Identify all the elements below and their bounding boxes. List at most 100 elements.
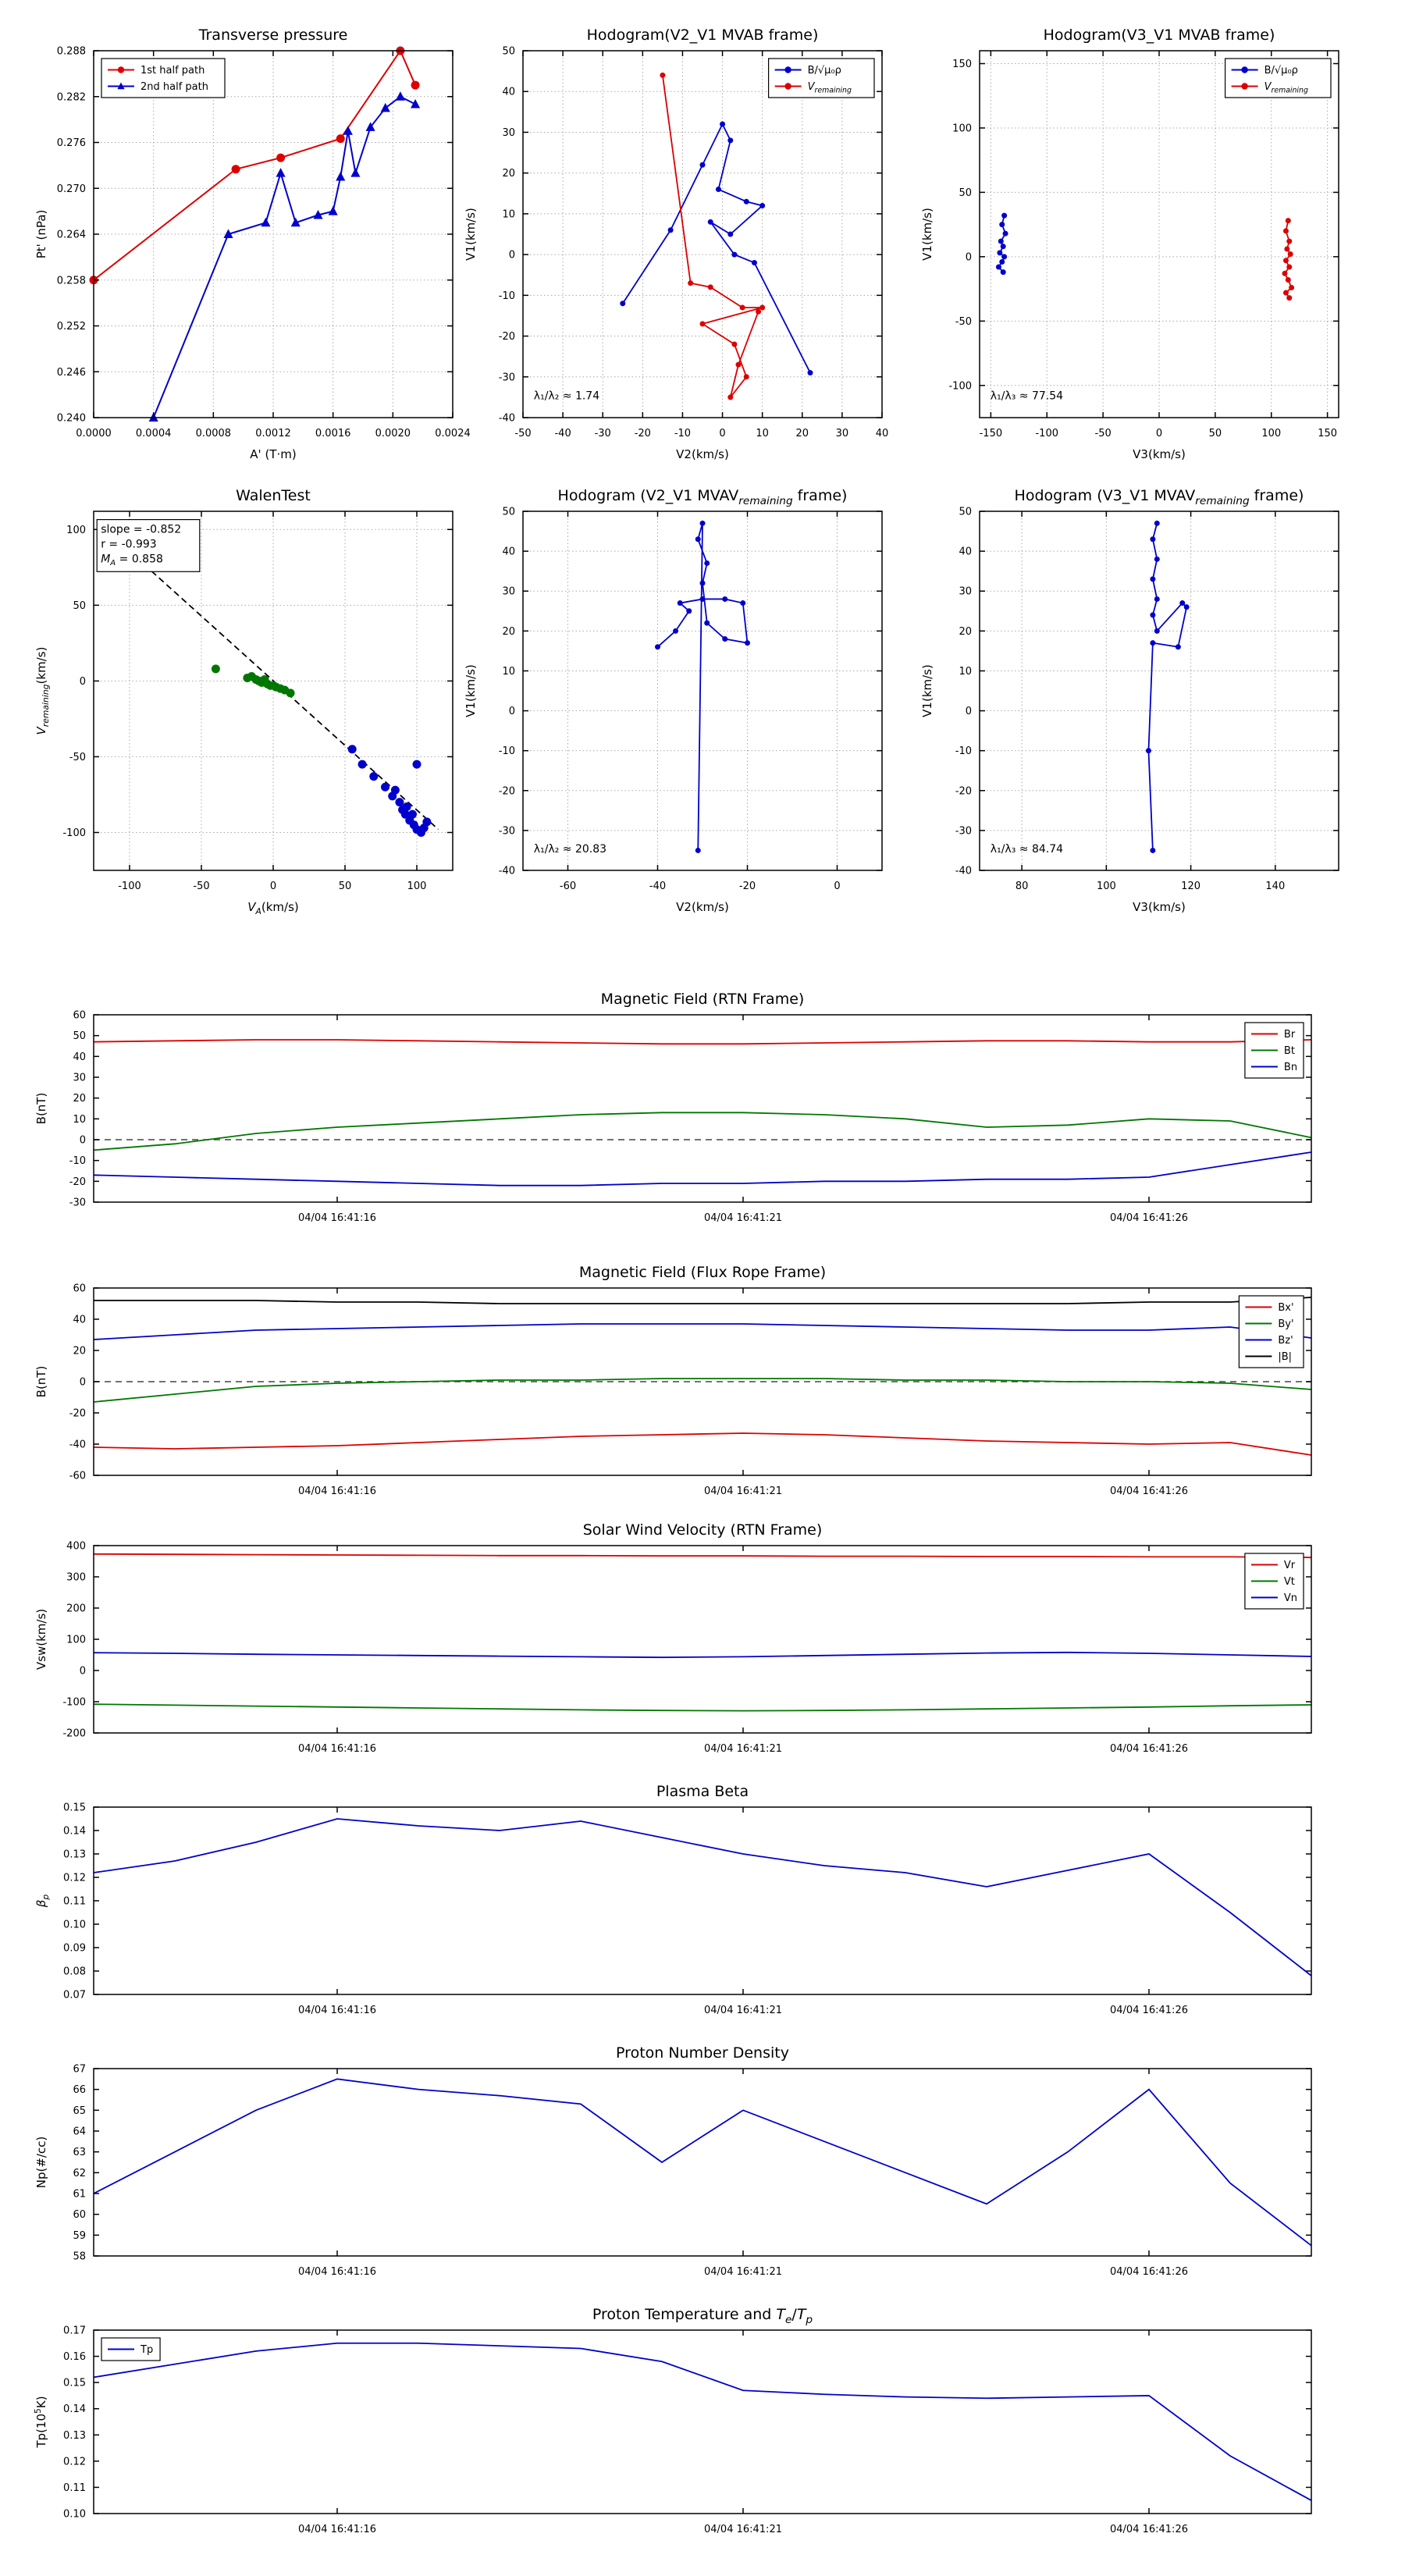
svg-text:62: 62 [73,2168,86,2179]
svg-text:V1(km/s): V1(km/s) [920,208,934,261]
svg-text:0.0012: 0.0012 [255,428,291,439]
svg-text:300: 300 [66,1572,86,1584]
svg-text:40: 40 [502,546,515,558]
svg-text:0.240: 0.240 [57,413,86,425]
svg-text:λ₁/λ₂ ≈ 20.83: λ₁/λ₂ ≈ 20.83 [534,843,606,856]
svg-text:100: 100 [66,525,86,536]
svg-text:0.09: 0.09 [63,1943,86,1955]
svg-text:-100: -100 [948,380,972,392]
svg-text:Hodogram (V3_V1 MVAVremaining: Hodogram (V3_V1 MVAVremaining frame) [1015,487,1304,507]
svg-text:04/04 16:41:26: 04/04 16:41:26 [1110,1743,1188,1755]
svg-text:0.13: 0.13 [63,2430,86,2442]
svg-text:Bx': Bx' [1278,1302,1293,1314]
svg-text:λ₁/λ₃ ≈ 84.74: λ₁/λ₃ ≈ 84.74 [991,843,1063,856]
svg-text:50: 50 [339,881,352,892]
svg-text:04/04 16:41:16: 04/04 16:41:16 [298,1743,376,1755]
svg-text:0.10: 0.10 [63,2509,86,2521]
svg-text:04/04 16:41:26: 04/04 16:41:26 [1110,1485,1188,1497]
svg-text:λ₁/λ₃ ≈ 77.54: λ₁/λ₃ ≈ 77.54 [991,390,1063,403]
svg-text:-20: -20 [69,1408,86,1420]
svg-text:-20: -20 [499,785,515,797]
svg-text:Vremaining(km/s): Vremaining(km/s) [34,647,51,735]
svg-text:-40: -40 [554,428,571,439]
svg-text:Vn: Vn [1284,1592,1297,1604]
chart-transverse-pressure: 0.0000 0.0004 0.0008 0.0012 0.0016 0.0020 0.00… [34,27,471,461]
svg-text:50: 50 [502,507,515,518]
svg-text:50: 50 [959,507,972,518]
svg-text:V1(km/s): V1(km/s) [464,208,478,261]
svg-text:10: 10 [502,208,515,220]
svg-text:100: 100 [952,123,972,134]
svg-text:-40: -40 [499,413,515,425]
svg-text:59: 59 [73,2230,86,2242]
svg-text:04/04 16:41:16: 04/04 16:41:16 [298,2266,376,2278]
svg-text:0.0024: 0.0024 [435,428,471,439]
svg-text:-60: -60 [69,1471,86,1482]
svg-text:Pt' (nPa): Pt' (nPa) [34,210,48,259]
svg-text:20: 20 [796,428,809,439]
svg-text:40: 40 [73,1315,86,1326]
svg-text:-100: -100 [118,881,141,892]
svg-text:0.258: 0.258 [57,275,86,286]
svg-text:0.0000: 0.0000 [76,428,112,439]
svg-text:Vremaining: Vremaining [1264,81,1308,95]
svg-text:Br: Br [1284,1029,1296,1041]
svg-text:0.11: 0.11 [63,2482,86,2494]
svg-text:Vsw(km/s): Vsw(km/s) [34,1609,48,1670]
svg-text:0: 0 [270,881,276,892]
svg-text:-40: -40 [499,866,515,877]
svg-text:-30: -30 [69,1197,86,1209]
svg-text:20: 20 [502,626,515,638]
svg-text:64: 64 [73,2126,86,2138]
svg-text:By': By' [1278,1318,1293,1330]
svg-text:0.16: 0.16 [63,2351,86,2363]
svg-text:βp: βp [34,1895,51,1909]
svg-text:04/04 16:41:26: 04/04 16:41:26 [1110,2266,1188,2278]
svg-text:-20: -20 [955,785,972,797]
chart-hodogram-v2v1-mvab: -50 -40 -30 -20 -10 0 10 20 30 40 -40 -30 -20 -10 0 10 2… [464,27,888,461]
svg-text:0.14: 0.14 [63,1826,86,1838]
svg-text:-150: -150 [980,428,1003,439]
svg-text:-50: -50 [514,428,531,439]
svg-text:V3(km/s): V3(km/s) [1133,447,1186,461]
svg-text:|B|: |B| [1278,1351,1292,1363]
svg-text:Transverse pressure: Transverse pressure [198,27,348,44]
svg-text:Np(#/cc): Np(#/cc) [34,2137,48,2189]
svg-text:0: 0 [80,1377,86,1389]
svg-text:04/04 16:41:21: 04/04 16:41:21 [704,1485,782,1497]
svg-text:V3(km/s): V3(km/s) [1133,900,1186,914]
svg-text:04/04 16:41:16: 04/04 16:41:16 [298,1485,376,1497]
svg-text:200: 200 [66,1603,86,1615]
svg-text:λ₁/λ₂ ≈ 1.74: λ₁/λ₂ ≈ 1.74 [534,390,599,403]
svg-text:-10: -10 [69,1155,86,1167]
svg-text:0.07: 0.07 [63,1990,86,2001]
svg-text:04/04 16:41:21: 04/04 16:41:21 [704,2266,782,2278]
svg-text:0.288: 0.288 [57,46,86,58]
svg-text:40: 40 [73,1051,86,1063]
svg-text:100: 100 [407,881,427,892]
svg-text:r = -0.993: r = -0.993 [101,539,157,551]
svg-text:20: 20 [73,1093,86,1105]
svg-text:120: 120 [1181,881,1200,892]
svg-text:Tp: Tp [140,2344,153,2356]
svg-text:V1(km/s): V1(km/s) [920,664,934,717]
svg-text:MA = 0.858: MA = 0.858 [101,553,163,568]
svg-text:80: 80 [1016,881,1029,892]
svg-text:-10: -10 [499,290,515,302]
svg-text:-30: -30 [499,825,515,837]
svg-text:66: 66 [73,2084,86,2096]
svg-text:30: 30 [502,586,515,598]
svg-text:-40: -40 [955,866,972,877]
svg-text:Plasma Beta: Plasma Beta [656,1783,749,1800]
chart-proton-number-density: 04/04 16:41:16 04/04 16:41:21 04/04 16:41:… [34,2044,1312,2278]
svg-text:Hodogram(V3_V1 MVAB frame): Hodogram(V3_V1 MVAB frame) [1044,27,1275,44]
svg-text:0.15: 0.15 [63,2378,86,2389]
svg-text:0: 0 [80,676,86,688]
svg-text:-10: -10 [955,745,972,757]
svg-text:0: 0 [80,1666,86,1678]
svg-text:-40: -40 [69,1439,86,1451]
svg-text:Proton Number Density: Proton Number Density [616,2044,789,2062]
chart-plasma-beta: 04/04 16:41:16 04/04 16:41:21 04/04 16:41:… [34,1783,1312,2016]
svg-text:60: 60 [73,1010,86,1022]
